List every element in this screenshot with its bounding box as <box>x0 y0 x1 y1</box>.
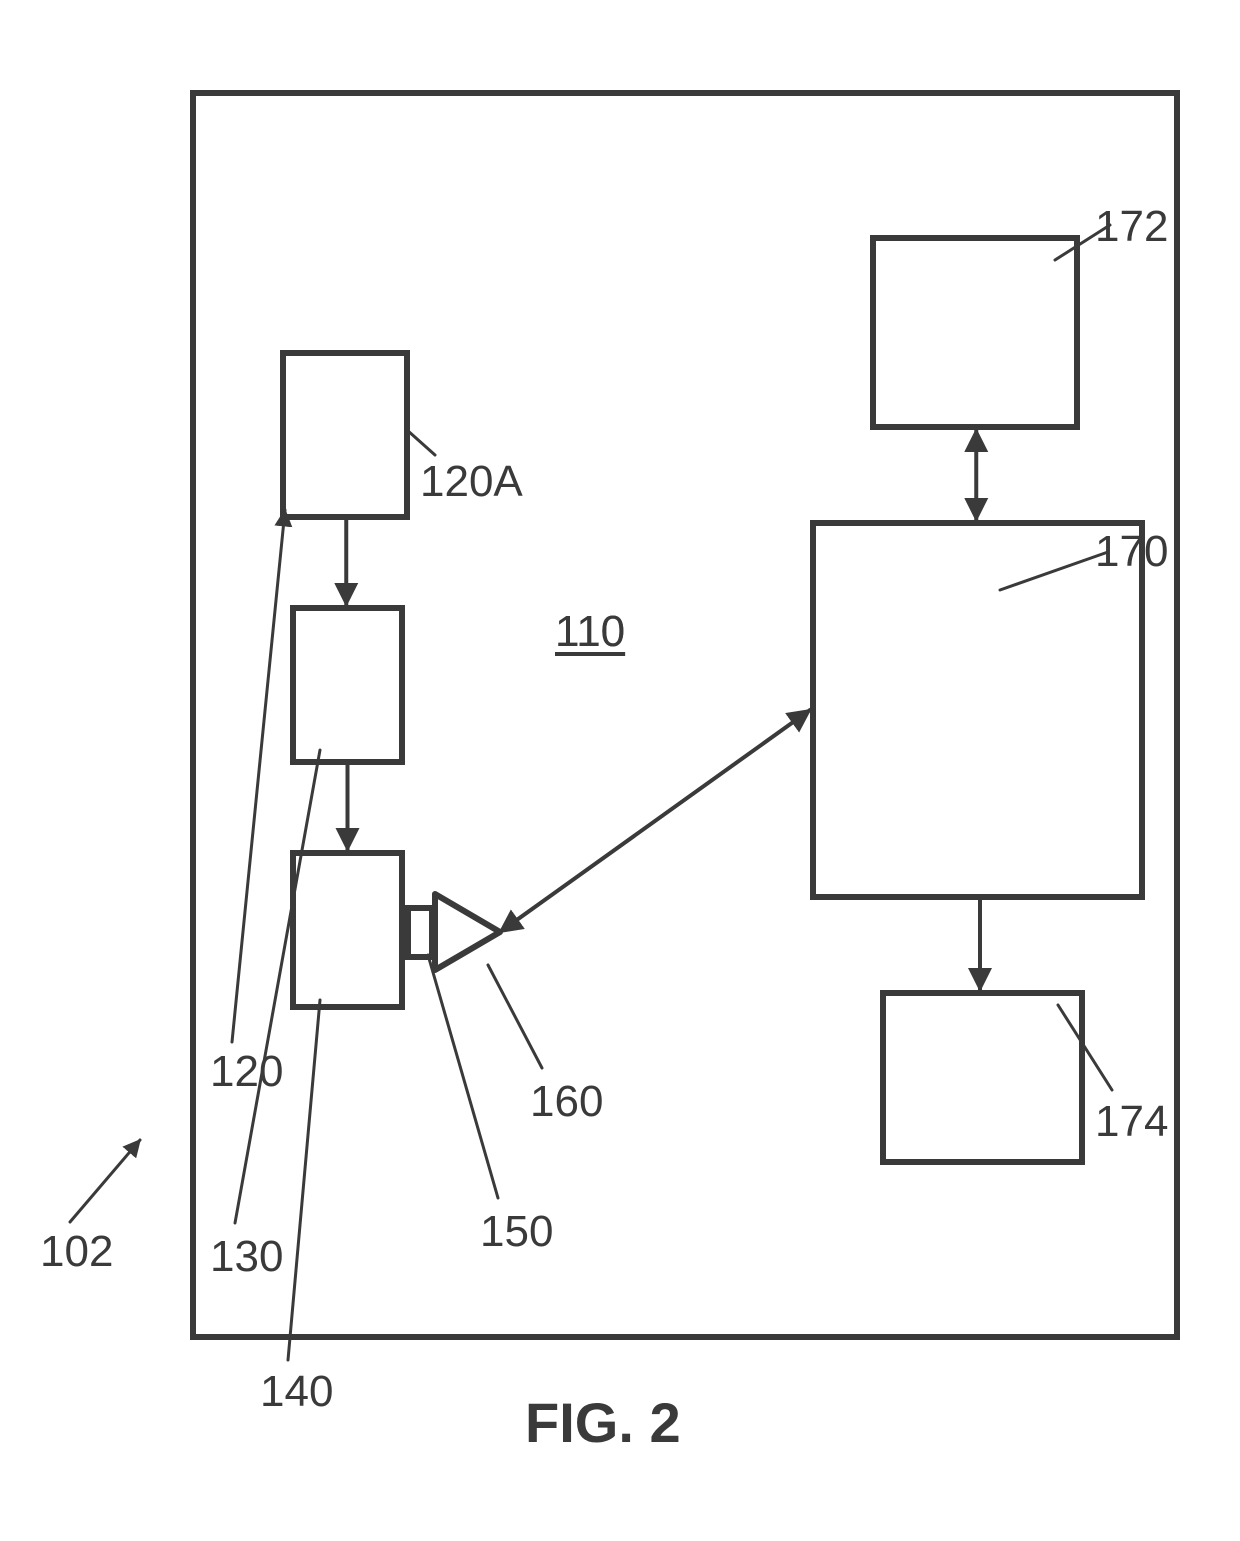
ref-label-l130: 130 <box>210 1235 283 1279</box>
diagram-stage: 102110120120A130140150160172170174110FIG… <box>0 0 1240 1541</box>
ref-label-l140: 140 <box>260 1370 333 1414</box>
ref-label-l172: 172 <box>1095 205 1168 249</box>
ref-label-l120: 120 <box>210 1050 283 1094</box>
node-b170 <box>810 520 1145 900</box>
node-b120 <box>280 350 410 520</box>
ref-label-l160: 160 <box>530 1080 603 1124</box>
node-b140 <box>290 850 405 1010</box>
node-b150 <box>405 905 435 960</box>
container-ref-label: 110 <box>555 610 625 654</box>
figure-caption: FIG. 2 <box>525 1395 681 1451</box>
ref-label-l102: 102 <box>40 1230 113 1274</box>
ref-label-l150: 150 <box>480 1210 553 1254</box>
ref-label-l170: 170 <box>1095 530 1168 574</box>
node-b130 <box>290 605 405 765</box>
node-b174 <box>880 990 1085 1165</box>
ref-label-l120A: 120A <box>420 460 523 504</box>
node-b172 <box>870 235 1080 430</box>
ref-label-l174: 174 <box>1095 1100 1168 1144</box>
